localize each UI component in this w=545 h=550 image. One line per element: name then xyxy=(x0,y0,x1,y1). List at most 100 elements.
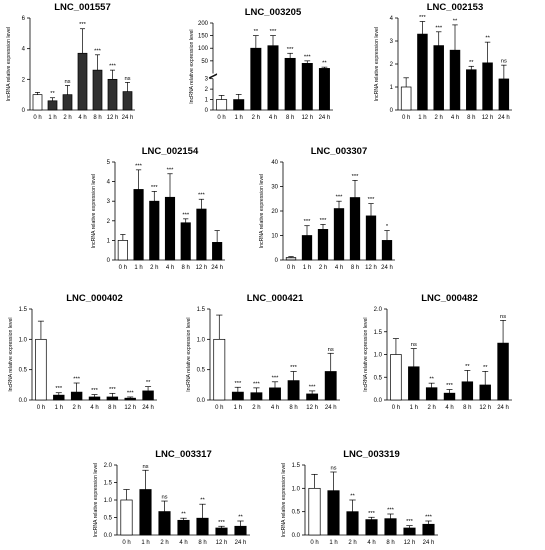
x-tick-label: 0 h xyxy=(122,540,130,546)
x-tick-label: 2 h xyxy=(319,265,327,271)
x-tick-label: 4 h xyxy=(166,265,174,271)
bar xyxy=(117,240,128,261)
significance-label: ** xyxy=(350,494,355,500)
chart-panel: 0.0 0.5 1.0 1.5 2.0 LNC_003317 lncRNA relative… xyxy=(93,449,250,546)
significance-label: *** xyxy=(234,381,242,387)
bar xyxy=(449,49,461,111)
y-tick-label: 1.5 xyxy=(292,463,301,469)
x-tick-label: 2 h xyxy=(348,540,356,546)
bar xyxy=(233,99,245,111)
significance-label: ** xyxy=(453,18,458,24)
y-tick-label: 200 xyxy=(198,21,209,27)
significance-label: *** xyxy=(151,185,159,191)
y-axis-label: lncRNA relative expression level xyxy=(374,27,380,101)
bar xyxy=(177,519,190,536)
x-tick-label: 4 h xyxy=(335,265,343,271)
x-tick-label: 8 h xyxy=(289,405,297,411)
x-tick-label: 0 h xyxy=(402,115,410,121)
x-tick-label: 24 h xyxy=(235,540,247,546)
x-tick-label: 1 h xyxy=(234,405,242,411)
x-tick-label: 24 h xyxy=(381,265,393,271)
significance-label: ** xyxy=(254,29,259,35)
panel-title: LNC_003307 xyxy=(311,146,368,157)
significance-label: *** xyxy=(198,193,206,199)
bar xyxy=(466,69,477,111)
x-tick-label: 4 h xyxy=(78,115,86,121)
bar xyxy=(139,489,152,536)
x-tick-label: 1 h xyxy=(141,540,149,546)
x-tick-label: 0 h xyxy=(37,405,45,411)
significance-label: *** xyxy=(253,381,261,387)
panel-title: LNC_000402 xyxy=(66,293,123,304)
y-tick-label: 0 xyxy=(205,108,209,114)
significance-label: ** xyxy=(146,380,151,386)
x-tick-label: 1 h xyxy=(418,115,426,121)
y-axis-label: lncRNA relative expression level xyxy=(281,463,287,537)
significance-label: * xyxy=(386,224,389,230)
x-tick-label: 4 h xyxy=(90,405,98,411)
x-tick-label: 0 h xyxy=(215,405,223,411)
chart-panel: 0.0 0.5 1.0 1.5 2.0 LNC_000482 lncRNA relative… xyxy=(363,293,512,411)
chart-panel: 0 1 2 3 4 5 LNC_002154 lncRNA relative expressi… xyxy=(91,146,225,271)
chart-panel: 0 10 20 30 40 LNC_003307 lncRNA relative expre… xyxy=(259,146,395,271)
significance-label: *** xyxy=(446,383,454,389)
significance-label: ns xyxy=(330,466,336,472)
significance-label: *** xyxy=(425,515,433,521)
x-tick-label: 2 h xyxy=(252,115,260,121)
bar xyxy=(285,257,297,261)
x-tick-label: 8 h xyxy=(182,265,190,271)
y-tick-label: 0 xyxy=(107,258,111,264)
y-tick-label: 2.0 xyxy=(374,307,383,313)
y-tick-label: 1.5 xyxy=(374,330,383,336)
significance-label: ns xyxy=(142,464,148,470)
x-tick-label: 12 h xyxy=(404,540,416,546)
x-tick-label: 8 h xyxy=(386,540,394,546)
y-tick-label: 0.0 xyxy=(197,398,206,404)
bar xyxy=(287,380,300,401)
y-tick-label: 3 xyxy=(107,199,111,205)
y-tick-label: 4 xyxy=(390,16,394,22)
bar xyxy=(482,62,493,111)
bar xyxy=(120,499,133,536)
bar xyxy=(70,391,83,401)
y-tick-label: 1 xyxy=(107,238,111,244)
bar xyxy=(327,490,340,536)
bar xyxy=(196,517,209,536)
y-tick-label: 3 xyxy=(390,39,394,45)
x-tick-label: 2 h xyxy=(160,540,168,546)
y-tick-label: 2 xyxy=(205,87,209,93)
y-tick-label: 30 xyxy=(271,185,278,191)
x-tick-label: 12 h xyxy=(479,405,491,411)
y-tick-label: 2.0 xyxy=(104,463,113,469)
x-tick-label: 2 h xyxy=(427,405,435,411)
significance-label: *** xyxy=(435,25,443,31)
y-tick-label: 1 xyxy=(390,85,394,91)
y-tick-label: 1.0 xyxy=(292,486,301,492)
panel-title: LNC_003319 xyxy=(343,449,400,460)
significance-label: ns xyxy=(501,59,507,65)
bar xyxy=(324,371,337,401)
bar xyxy=(231,391,244,401)
bar xyxy=(92,69,103,111)
significance-label: *** xyxy=(182,212,190,218)
chart-panel: 0 2 4 6 LNC_001557 lncRNA relative expression… xyxy=(6,2,135,121)
y-tick-label: 0.5 xyxy=(197,368,206,374)
bar xyxy=(158,511,171,536)
y-tick-label: 0.5 xyxy=(292,510,301,516)
significance-label: ns xyxy=(161,495,167,501)
significance-label: ** xyxy=(200,498,205,504)
x-tick-label: 2 h xyxy=(63,115,71,121)
x-tick-label: 12 h xyxy=(301,115,313,121)
x-tick-label: 4 h xyxy=(451,115,459,121)
x-tick-label: 0 h xyxy=(287,265,295,271)
y-axis-label: lncRNA relative expression level xyxy=(8,317,14,391)
x-tick-label: 12 h xyxy=(196,265,208,271)
x-tick-label: 2 h xyxy=(435,115,443,121)
y-axis-label: lncRNA relative expression level xyxy=(363,317,369,391)
chart-panel: 0 1 2 3 50 100 150 200 LNC_003205 lncRNA relative… xyxy=(189,7,333,121)
y-tick-label: 0 xyxy=(275,258,279,264)
significance-label: ns xyxy=(500,314,506,320)
x-tick-label: 24 h xyxy=(211,265,223,271)
significance-label: ** xyxy=(181,512,186,518)
significance-label: *** xyxy=(290,365,298,371)
